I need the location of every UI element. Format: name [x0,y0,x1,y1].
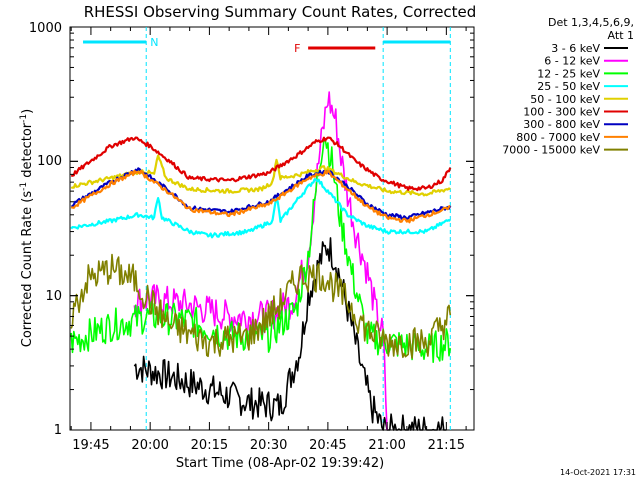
y-axis-title-part: Corrected Count Rate (s [20,191,35,348]
x-axis-title: Start Time (08-Apr-02 19:39:42) [176,456,384,471]
legend-label: 7000 - 15000 keV [502,144,600,157]
footer-date: 14-Oct-2021 17:31 [560,468,636,477]
legend-label: 100 - 300 keV [523,106,600,119]
x-tick-label: 21:15 [428,438,465,453]
legend-label: 25 - 50 keV [537,80,600,93]
y-tick-label: 10 [45,289,62,304]
night-flag-label: N [150,36,158,49]
x-tick-label: 20:15 [191,438,228,453]
x-tick-label: 20:00 [131,438,168,453]
legend-label: 300 - 800 keV [523,118,600,131]
y-axis-title: Corrected Count Rate (s-1 detector-1) [19,109,35,347]
flare-flag-label: F [294,42,300,55]
legend-label: 3 - 6 keV [551,42,600,55]
plot-frame [69,26,475,431]
legend-label: 6 - 12 keV [544,55,600,68]
legend-label: 800 - 7000 keV [516,131,600,144]
y-tick-label: 1000 [29,21,62,36]
chart-title: RHESSI Observing Summary Count Rates, Co… [84,3,477,21]
legend-header: Att 1 [608,29,634,42]
series-line [71,136,452,192]
series-line [70,169,451,224]
series-line [70,178,451,239]
series-group [70,91,452,431]
plot-area [69,26,475,431]
legend-header: Det 1,3,4,5,6,9, [548,16,634,29]
y-axis-title-sup: -1 [19,114,29,123]
x-tick-label: 21:00 [368,438,405,453]
x-tick-label: 19:45 [72,438,109,453]
legend-label: 12 - 25 keV [537,67,600,80]
series-line [133,91,388,431]
y-tick-label: 1 [54,423,62,438]
axes-group: 1 10 100 1000 Start Time (08-Apr-02 19:3… [19,16,636,477]
x-tick-label: 20:45 [309,438,346,453]
y-axis-title-part: detector [20,122,35,182]
y-tick-label: 100 [37,154,62,169]
y-axis-title-part: ) [20,109,35,114]
legend-label: 50 - 100 keV [530,93,600,106]
x-tick-label: 20:30 [250,438,287,453]
series-line [70,253,452,359]
y-axis-title-sup: -1 [19,182,29,191]
series-line [133,237,447,431]
